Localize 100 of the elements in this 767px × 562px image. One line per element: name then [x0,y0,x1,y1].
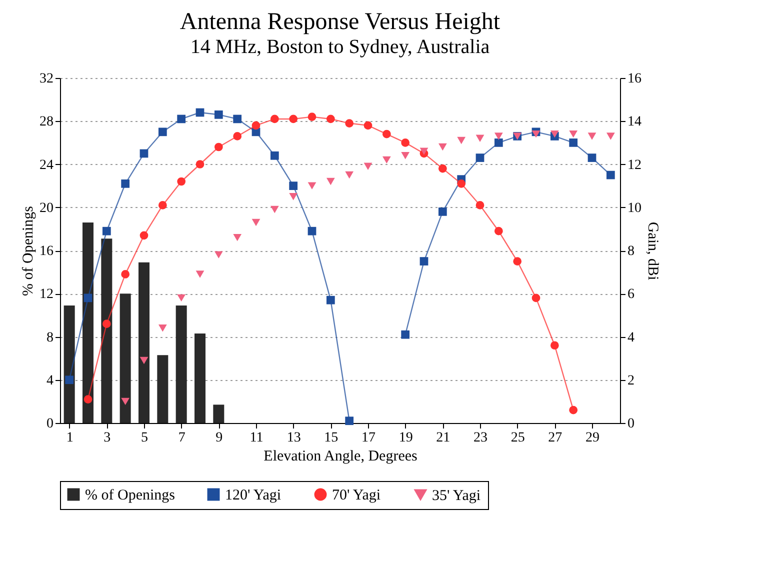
bar [138,262,150,423]
bar [213,404,224,423]
bar [176,305,187,423]
point [606,132,615,140]
point [121,398,130,406]
point [438,208,447,216]
y2-tick-label: 10 [628,200,642,216]
chart-title: Antenna Response Versus Height [180,9,500,35]
point [252,218,260,226]
point [345,119,354,128]
point [401,330,410,339]
point [326,296,335,304]
point [345,416,354,426]
point [569,406,578,414]
point [401,138,410,147]
point [270,206,279,214]
point [569,138,578,147]
point [65,376,74,384]
legend-label: % of Openings [85,488,176,504]
point [140,149,148,158]
y-tick-label: 24 [40,158,54,173]
y2-tick-label: 4 [628,330,634,346]
bar [120,294,131,423]
bar [194,334,206,423]
point [532,130,540,138]
x-tick-label: 11 [250,430,264,446]
y-tick-label: 20 [40,200,54,216]
x-tick-label: 27 [548,430,562,446]
point [364,121,372,130]
y-tick-label: 16 [40,244,54,259]
legend-label: 120' Yagi [225,488,282,504]
point [457,179,466,188]
x-tick-label: 5 [141,430,148,446]
chart-subtitle: 14 MHz, Boston to Sydney, Australia [190,36,490,58]
point [177,294,186,302]
point [494,138,503,147]
point [420,148,428,155]
y-tick-label: 28 [40,114,54,130]
point [308,226,316,236]
point [401,152,410,160]
y2-axis-title: Gain, dBi [644,222,660,280]
legend-label: 35' Yagi [432,488,481,504]
x-tick-label: 29 [586,430,600,446]
point [158,201,167,210]
y2-tick-label: 8 [628,244,634,259]
x-axis-title: Elevation Angle, Degrees [264,448,418,464]
x-tick-label: 13 [286,430,301,446]
point [270,114,279,124]
point [513,257,522,266]
point [476,154,484,162]
y-tick-label: 0 [46,416,54,432]
point [326,114,335,124]
point [233,132,242,140]
point [102,320,111,328]
bar [82,222,94,423]
point [438,143,447,151]
y2-tick-label: 0 [628,416,634,432]
point [270,151,279,160]
y-tick-label: 12 [40,287,54,302]
point [364,162,372,170]
point [177,114,186,124]
point [289,182,298,190]
legend-label: 70' Yagi [332,488,381,504]
point [606,170,615,180]
y-tick-label: 4 [46,373,54,388]
y2-tick-label: 14 [628,114,642,130]
point [214,142,223,152]
point [588,132,596,140]
point [196,160,204,168]
point [438,164,447,173]
point [550,130,559,138]
point [102,226,111,236]
x-tick-label: 9 [216,430,223,446]
x-tick-label: 25 [510,430,525,446]
y2-tick-label: 6 [628,287,634,302]
point [532,294,540,302]
bar [101,238,112,423]
x-tick-label: 7 [178,430,186,446]
bar [157,355,168,423]
point [457,136,466,144]
y2-tick-label: 16 [628,72,642,86]
point [158,128,167,136]
y2-tick-label: 2 [628,373,634,388]
point [252,121,260,130]
point [382,130,391,138]
point [233,234,242,242]
point [326,178,335,186]
bar [64,305,75,423]
point [214,251,223,258]
x-tick-label: 23 [474,430,488,446]
point [420,257,428,266]
x-tick-label: 1 [66,430,74,446]
point [550,341,559,350]
point [569,130,578,138]
point [494,226,503,236]
point [476,201,484,210]
y-axis-title: % of Openings [20,206,36,296]
point [476,134,484,142]
point [308,182,316,190]
point [121,270,130,278]
